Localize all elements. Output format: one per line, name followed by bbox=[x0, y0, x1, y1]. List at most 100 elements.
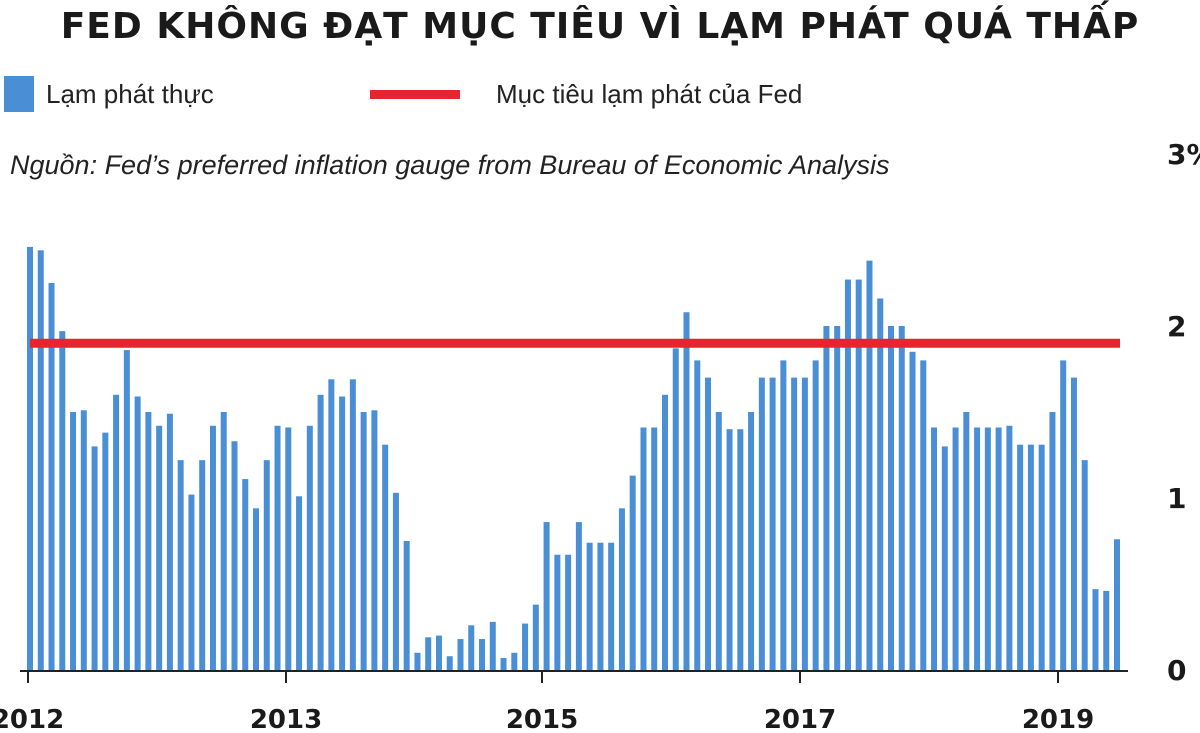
bar bbox=[1081, 460, 1088, 670]
bar bbox=[285, 427, 292, 670]
bar bbox=[242, 479, 249, 670]
source-note: Nguồn: Fed’s preferred inflation gauge f… bbox=[10, 150, 890, 180]
bar bbox=[661, 394, 668, 670]
bar bbox=[166, 413, 173, 670]
bar bbox=[1103, 590, 1110, 670]
bar bbox=[253, 508, 260, 670]
bar bbox=[231, 441, 238, 670]
bar bbox=[812, 360, 819, 670]
bar bbox=[748, 412, 755, 670]
legend-target-label: Mục tiêu lạm phát của Fed bbox=[496, 78, 803, 109]
bars-group bbox=[27, 246, 1120, 670]
bar bbox=[188, 494, 195, 670]
bar bbox=[941, 446, 948, 670]
bar bbox=[1070, 377, 1077, 670]
bar bbox=[898, 326, 905, 670]
bar bbox=[608, 542, 615, 670]
bar bbox=[887, 326, 894, 670]
bar bbox=[328, 379, 335, 670]
bar bbox=[844, 279, 851, 670]
bar bbox=[758, 377, 765, 670]
bar bbox=[435, 635, 442, 670]
bar bbox=[91, 446, 98, 670]
bar bbox=[834, 326, 841, 670]
bar bbox=[1027, 444, 1034, 670]
bar bbox=[134, 396, 141, 670]
bar bbox=[554, 554, 561, 670]
bar bbox=[683, 312, 690, 670]
y-tick-label: 1 bbox=[1167, 482, 1186, 515]
bar bbox=[974, 427, 981, 670]
legend-target: Mục tiêu lạm phát của Fed bbox=[370, 76, 802, 112]
x-ticks-group: 2012 2013 2015 2017 2019 bbox=[0, 670, 1094, 733]
bar bbox=[575, 522, 582, 670]
bar bbox=[866, 260, 873, 670]
bar bbox=[737, 429, 744, 670]
bar bbox=[209, 425, 216, 670]
chart-title: FED KHÔNG ĐẠT MỤC TIÊU VÌ LẠM PHÁT QUÁ T… bbox=[60, 6, 1140, 47]
bar bbox=[113, 394, 120, 670]
x-tick-label: 2013 bbox=[250, 705, 322, 733]
bar bbox=[263, 460, 270, 670]
bar bbox=[597, 542, 604, 670]
bar bbox=[1114, 539, 1120, 670]
bar bbox=[48, 283, 55, 670]
bar bbox=[80, 410, 87, 670]
bar bbox=[1017, 444, 1024, 670]
legend-actual-label: Lạm phát thực bbox=[46, 78, 214, 109]
bar bbox=[769, 377, 776, 670]
bar bbox=[1092, 589, 1099, 670]
x-tick-label: 2012 bbox=[0, 705, 64, 733]
bar bbox=[715, 412, 722, 670]
bar bbox=[145, 412, 152, 670]
x-tick-label: 2017 bbox=[764, 705, 836, 733]
bar bbox=[1006, 425, 1013, 670]
bar bbox=[855, 279, 862, 670]
bar bbox=[565, 554, 572, 670]
bar bbox=[274, 425, 281, 670]
bar bbox=[726, 429, 733, 670]
bar bbox=[382, 444, 389, 670]
bar bbox=[1060, 360, 1067, 670]
bar bbox=[629, 475, 636, 670]
bar bbox=[651, 427, 658, 670]
y-tick-label: 2 bbox=[1167, 310, 1186, 343]
bar bbox=[425, 637, 432, 670]
bar bbox=[931, 427, 938, 670]
y-ticks-group: 0 1 2 3% bbox=[1167, 138, 1200, 687]
y-tick-label: 3% bbox=[1167, 138, 1200, 171]
bar bbox=[360, 412, 367, 670]
bar bbox=[920, 360, 927, 670]
bar bbox=[446, 656, 453, 670]
bar bbox=[306, 425, 313, 670]
bar bbox=[705, 377, 712, 670]
bar bbox=[791, 377, 798, 670]
bar bbox=[199, 460, 206, 670]
bar bbox=[468, 625, 475, 670]
bar bbox=[220, 412, 227, 670]
bar bbox=[586, 542, 593, 670]
bar bbox=[414, 652, 421, 670]
bar bbox=[984, 427, 991, 670]
bar bbox=[640, 427, 647, 670]
legend-bar-swatch bbox=[4, 76, 34, 112]
bar bbox=[963, 412, 970, 670]
bar bbox=[392, 492, 399, 670]
legend-actual: Lạm phát thực bbox=[4, 76, 214, 112]
bar bbox=[1049, 412, 1056, 670]
bar bbox=[27, 246, 33, 670]
bar bbox=[952, 427, 959, 670]
bar bbox=[489, 621, 496, 670]
y-tick-label: 0 bbox=[1167, 654, 1186, 687]
bar bbox=[500, 657, 507, 670]
bar bbox=[543, 522, 550, 670]
bar bbox=[59, 331, 66, 670]
bar bbox=[877, 298, 884, 670]
bar bbox=[102, 432, 109, 670]
bar bbox=[37, 250, 44, 670]
bar bbox=[823, 326, 830, 670]
legend-line-swatch bbox=[370, 89, 460, 99]
bar bbox=[457, 639, 464, 670]
bar bbox=[177, 460, 184, 670]
